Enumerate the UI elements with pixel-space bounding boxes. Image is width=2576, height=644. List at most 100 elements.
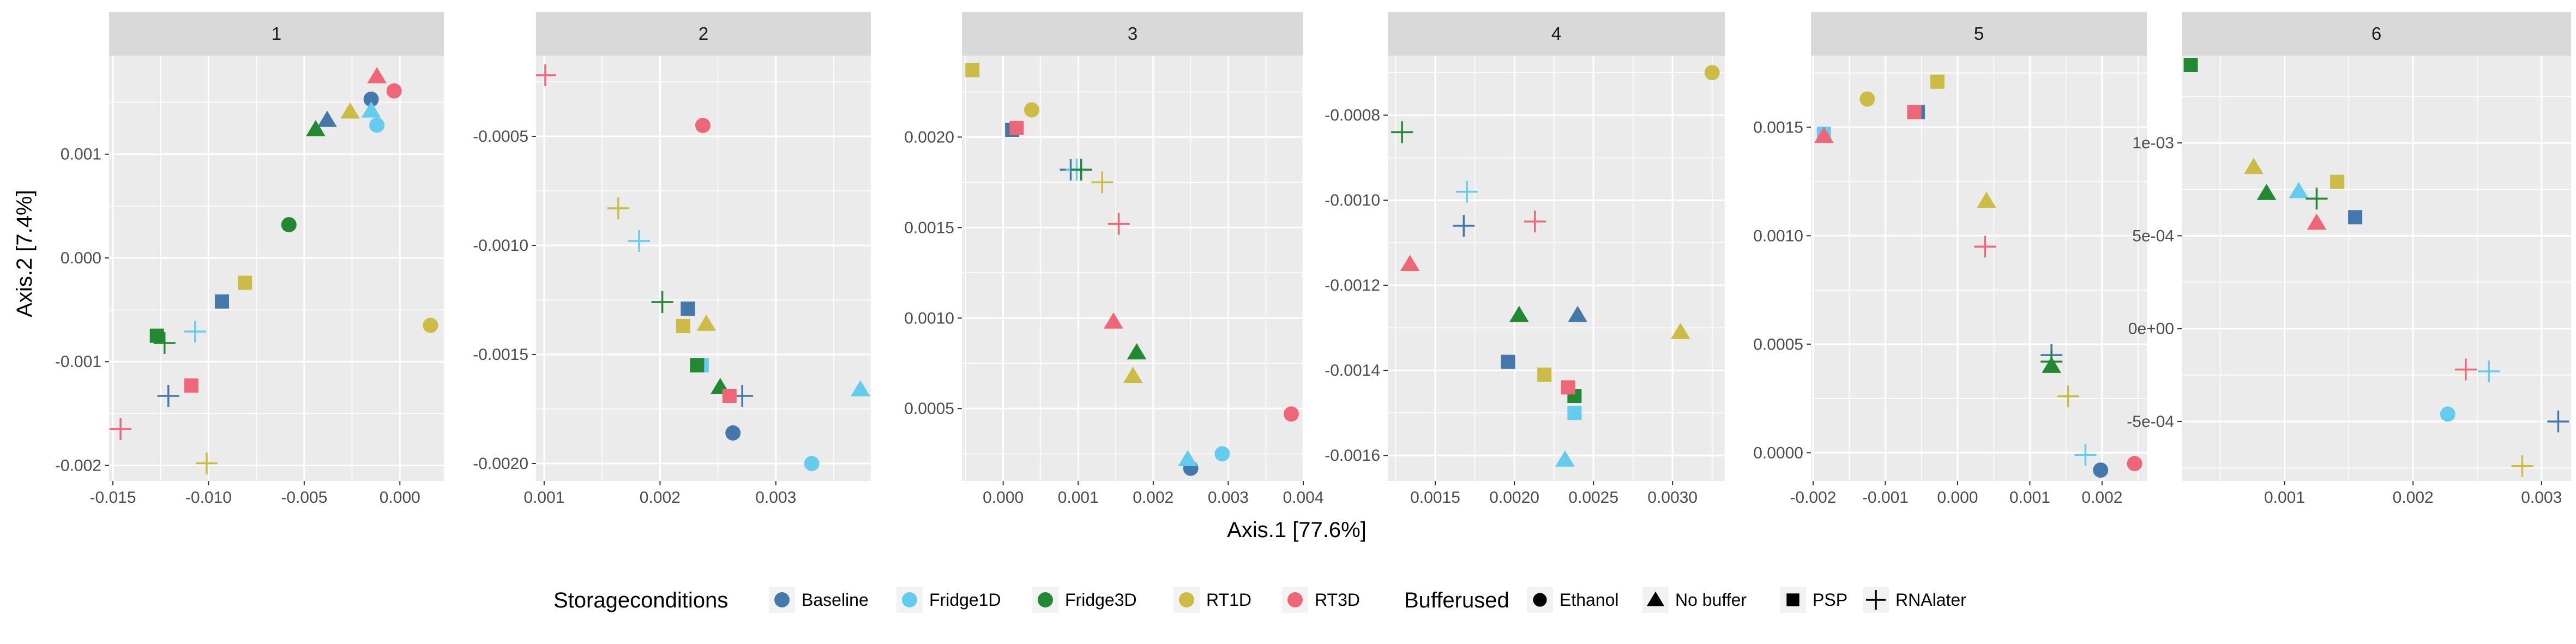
x-tick-label: 0.0015 (1410, 489, 1460, 507)
legend-label: PSP (1813, 590, 1847, 610)
legend-label: Fridge3D (1065, 590, 1137, 610)
data-point (2183, 58, 2198, 73)
x-tick-label: -0.010 (185, 489, 232, 507)
data-point (722, 389, 737, 403)
y-tick-label: 0.001 (61, 146, 101, 164)
data-point (110, 418, 132, 440)
y-tick-label: -0.0016 (1325, 447, 1380, 465)
legend-shape-swatch (1646, 591, 1665, 606)
x-tick-label: 0.0030 (1647, 489, 1698, 507)
y-tick-label: -0.0010 (473, 237, 528, 255)
x-tick-label: 0.002 (1133, 489, 1173, 507)
data-point (1009, 121, 1024, 135)
x-tick-label: 0.003 (1208, 489, 1249, 507)
x-tick-label: 0.000 (983, 489, 1024, 507)
data-point (1104, 312, 1123, 329)
facet-strip-label: 4 (1551, 23, 1561, 44)
x-tick-label: -0.002 (1790, 489, 1836, 507)
legend-item: Ethanol (1527, 587, 1619, 613)
panel-background (109, 56, 444, 481)
panel-background (1811, 56, 2147, 481)
data-points (2183, 58, 2569, 477)
data-point (2330, 174, 2345, 189)
x-tick-label: 0.002 (2081, 489, 2122, 507)
data-point (317, 110, 337, 127)
legend-swatch (902, 592, 917, 607)
data-point (804, 456, 820, 471)
data-point (725, 425, 741, 441)
data-point (1070, 159, 1092, 181)
data-point (1670, 323, 1690, 339)
y-tick-label: -5e-04 (2127, 413, 2174, 431)
data-point (2074, 444, 2097, 466)
facet-strip (109, 12, 444, 56)
data-point (1501, 354, 1515, 369)
y-tick-label: 0e+00 (2128, 320, 2174, 338)
x-tick-label: 0.000 (380, 489, 420, 507)
y-tick-label: -0.0014 (1325, 362, 1380, 380)
y-tick-label: -0.002 (55, 456, 101, 474)
legend-item: No buffer (1642, 587, 1747, 613)
data-point (363, 91, 379, 107)
data-point (2093, 462, 2109, 478)
data-point (2306, 188, 2328, 210)
data-point (1977, 191, 1996, 208)
legend-swatch (1179, 592, 1194, 607)
data-point (423, 317, 438, 333)
x-tick-label: -0.015 (89, 489, 136, 507)
data-point (2057, 385, 2079, 407)
facet-strip-label: 6 (2372, 23, 2381, 44)
legend-item: RT3D (1282, 587, 1360, 613)
legend-shape-swatch (1866, 590, 1886, 610)
data-point (690, 358, 705, 372)
y-tick-label: 0.0010 (904, 309, 954, 327)
data-points (536, 64, 870, 471)
facet-panel-1: 1 -0.015 -0.010 -0.005 0.000 -0.002 -0.001 0.00… (55, 12, 444, 507)
data-point (386, 83, 402, 99)
data-point (1974, 236, 1996, 258)
data-point (676, 319, 690, 333)
panel-background (962, 56, 1303, 481)
legend-label: Fridge1D (929, 590, 1001, 610)
data-point (2256, 184, 2277, 200)
legend-label: RT3D (1315, 590, 1360, 610)
legend-item: RNAlater (1863, 587, 1966, 613)
data-point (1456, 180, 1478, 203)
x-tick-label: 0.0020 (1489, 489, 1539, 507)
facet-panel-4: 4 0.0015 0.0020 0.0025 0.0030 -0.0016 -0.0014 -… (1325, 12, 1725, 507)
facet-panel-6: 6 0.001 0.002 0.003 -5e-04 0e+00 5e-04 1e-03 (2127, 12, 2571, 507)
data-point (184, 321, 206, 343)
data-point (2244, 158, 2264, 174)
facet-strip-label: 2 (699, 23, 708, 44)
x-tick-label: 0.001 (1058, 489, 1099, 507)
data-point (2041, 351, 2063, 373)
facet-panel-5: 5 -0.002 -0.001 0.000 0.001 0.002 0.0000 0.0005… (1753, 12, 2147, 507)
legend-item: RT1D (1173, 587, 1251, 613)
y-tick-label: -0.0005 (473, 128, 528, 146)
legend-item: Fridge3D (1032, 587, 1137, 613)
legend-title-color: Storageconditions (553, 588, 728, 612)
data-point (681, 302, 695, 316)
x-tick-label: 0.004 (1283, 489, 1323, 507)
data-point (238, 275, 252, 290)
panel-background (1388, 56, 1725, 481)
y-tick-label: -0.0012 (1325, 276, 1380, 294)
data-point (340, 102, 360, 119)
grid-lines (1811, 56, 2147, 481)
y-tick-label: 0.0000 (1753, 444, 1803, 462)
x-tick-label: -0.005 (281, 489, 327, 507)
y-tick-label: 0.0020 (904, 128, 954, 146)
data-point (1561, 380, 1575, 395)
legend-label: RNAlater (1895, 590, 1966, 610)
data-point (1509, 305, 1529, 322)
grid-lines (962, 56, 1303, 481)
data-point (1123, 366, 1143, 383)
grid-lines (109, 56, 444, 481)
facet-panel-2: 2 0.001 0.002 0.003 -0.0020 -0.0015 -0.0010 -0.… (473, 12, 871, 507)
data-point (281, 217, 297, 233)
data-point (965, 63, 980, 77)
legend-shape-swatch (1786, 593, 1799, 606)
y-tick-label: 0.0010 (1753, 227, 1803, 245)
y-tick-label: -0.0015 (473, 346, 528, 364)
data-point (1567, 406, 1582, 420)
